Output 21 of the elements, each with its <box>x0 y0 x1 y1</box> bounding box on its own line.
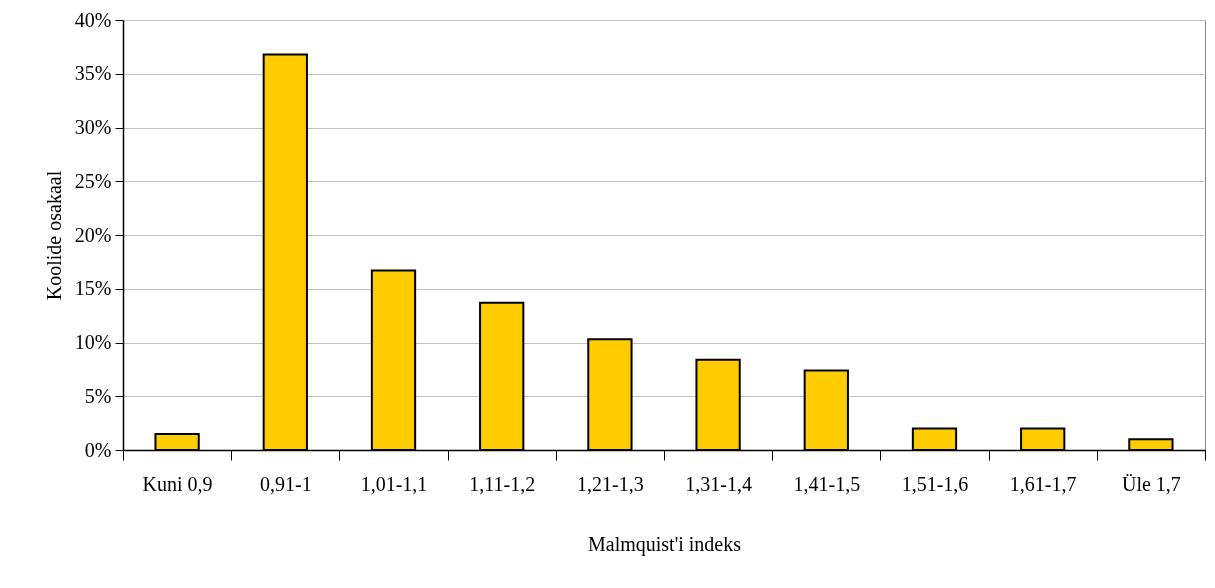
y-tick-label: 5% <box>84 384 112 407</box>
x-tick-label: 1,01-1,1 <box>360 472 428 495</box>
y-tick-label: 35% <box>74 62 112 85</box>
y-tick-label: 25% <box>74 169 112 192</box>
y-tick-label: 40% <box>74 8 112 31</box>
y-axis-title: Koolide osakaal <box>42 170 65 301</box>
y-tick-label: 15% <box>74 277 112 300</box>
y-tick-label: 0% <box>84 438 112 461</box>
y-tick-label: 10% <box>74 331 112 353</box>
x-tick-label: 1,31-1,4 <box>685 472 752 495</box>
x-tick-label: 1,41-1,5 <box>793 472 861 495</box>
x-axis-title: Malmquist'i indeks <box>587 532 742 556</box>
y-tick-label: 20% <box>74 223 112 246</box>
x-tick-label: 1,21-1,3 <box>577 472 644 495</box>
x-tick-label: Kuni 0,9 <box>142 472 213 495</box>
x-tick-label: Üle 1,7 <box>1121 472 1181 495</box>
x-tick-label: 1,11-1,2 <box>469 472 536 495</box>
x-tick-label: 0,91-1 <box>259 472 312 495</box>
y-tick-label: 30% <box>74 116 112 138</box>
x-tick-label: 1,51-1,6 <box>901 472 969 495</box>
x-tick-label: 1,61-1,7 <box>1009 472 1077 495</box>
